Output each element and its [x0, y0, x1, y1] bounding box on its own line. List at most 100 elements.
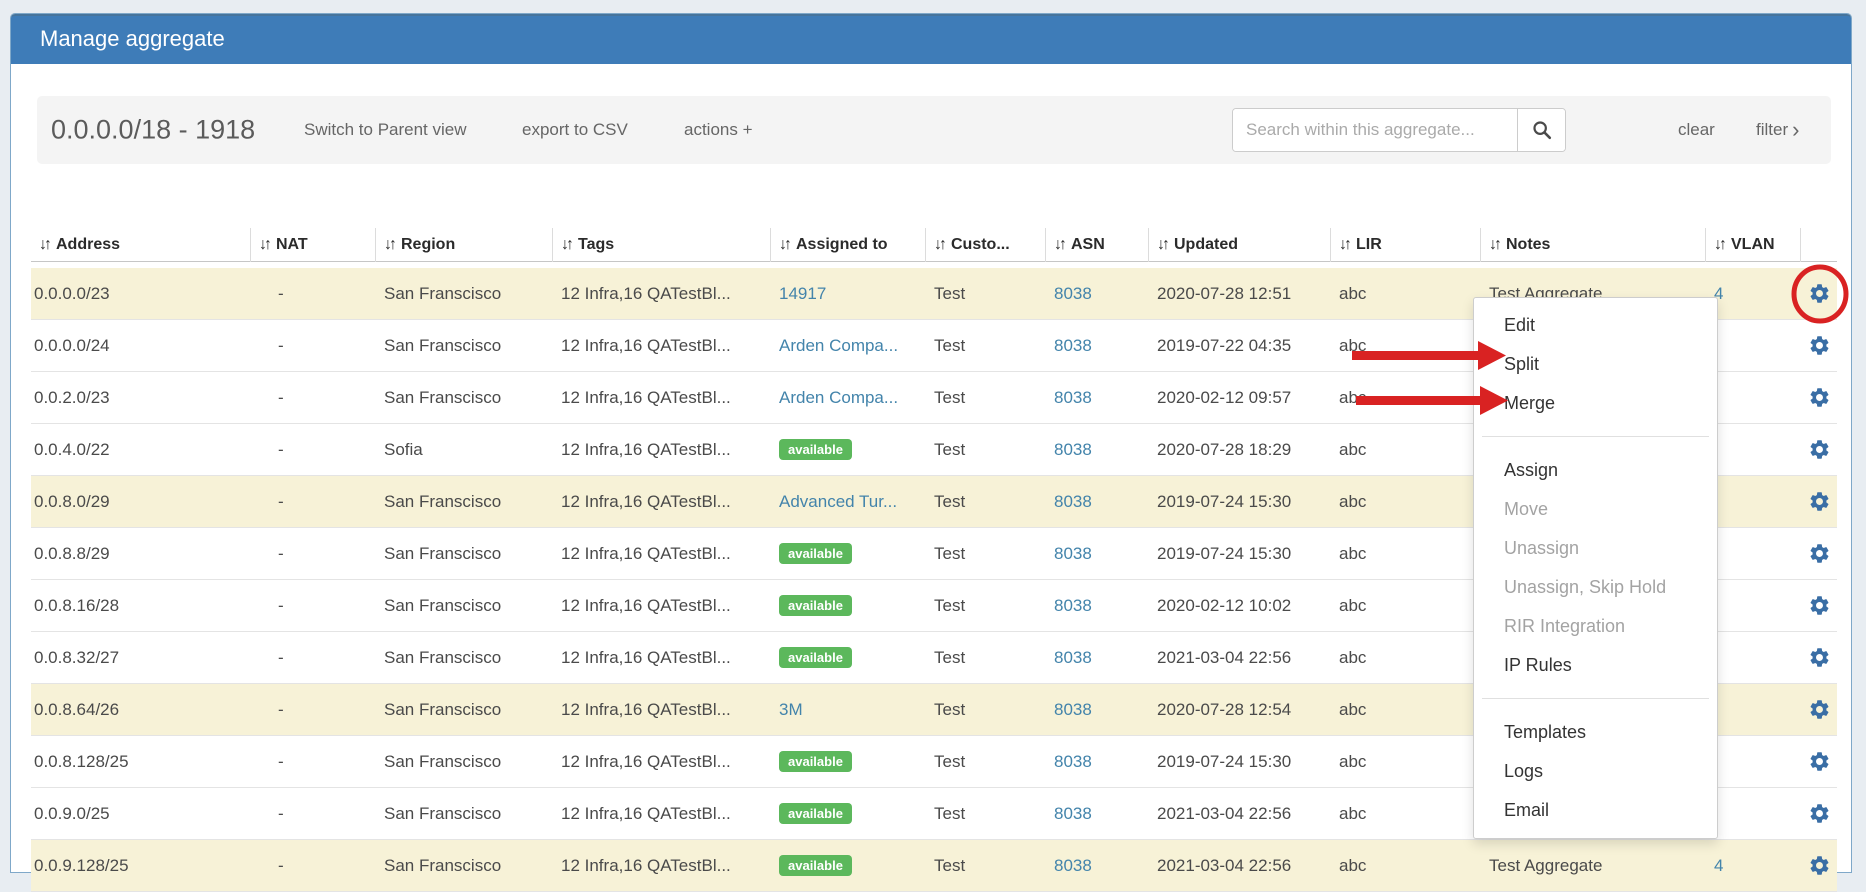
row-actions-gear-icon[interactable]	[1808, 438, 1831, 461]
row-actions-gear-icon[interactable]	[1808, 854, 1831, 877]
status-badge: available	[779, 439, 852, 460]
row-actions-gear-icon[interactable]	[1808, 802, 1831, 825]
toolbar-link-export-to-csv[interactable]: export to CSV	[522, 120, 628, 139]
sort-icon: ↓↑	[779, 236, 792, 253]
row-actions-button[interactable]	[1801, 490, 1837, 513]
vlan-link[interactable]: 4	[1714, 855, 1724, 875]
search-input[interactable]	[1233, 109, 1517, 151]
menu-item-templates[interactable]: Templates	[1504, 722, 1587, 742]
cell-address: 0.0.4.0/22	[34, 439, 110, 459]
toolbar-link-switch-to-parent-view[interactable]: Switch to Parent view	[304, 120, 467, 139]
table-row: 0.0.9.0/25 - San Franscisco 12 Infra,16 QAT…	[31, 788, 1837, 840]
row-actions-gear-icon[interactable]	[1808, 750, 1831, 773]
col-header-lir[interactable]: ↓↑ LIR	[1331, 228, 1481, 262]
menu-item-edit[interactable]: Edit	[1504, 315, 1536, 335]
asn-link[interactable]: 8038	[1054, 283, 1092, 303]
asn-link[interactable]: 8038	[1054, 751, 1092, 771]
asn-link[interactable]: 8038	[1054, 855, 1092, 875]
search-icon	[1532, 121, 1551, 140]
row-actions-button[interactable]	[1801, 386, 1837, 409]
row-actions-button[interactable]	[1801, 750, 1837, 773]
menu-item-ip-rules[interactable]: IP Rules	[1504, 655, 1572, 675]
status-badge: available	[779, 751, 852, 772]
cell-lir: abc	[1339, 335, 1367, 355]
row-actions-gear-icon[interactable]	[1808, 542, 1831, 565]
menu-item-split[interactable]: Split	[1504, 354, 1540, 374]
cell-notes: Test Aggregate	[1489, 855, 1603, 875]
asn-link[interactable]: 8038	[1054, 595, 1092, 615]
cell-updated: 2020-02-12 10:02	[1157, 595, 1292, 615]
table-row: 0.0.9.128/25 - San Franscisco 12 Infra,16 Q…	[31, 840, 1837, 892]
filter-button[interactable]: filter ›	[1756, 117, 1799, 143]
asn-link[interactable]: 8038	[1054, 699, 1092, 719]
asn-link[interactable]: 8038	[1054, 335, 1092, 355]
cell-customer: Test	[934, 335, 966, 355]
cell-asn: 8038	[1046, 388, 1149, 408]
sort-icon: ↓↑	[1714, 236, 1727, 253]
search-button[interactable]	[1517, 109, 1565, 151]
status-badge: available	[779, 855, 852, 876]
table-row: 0.0.0.0/24 - San Franscisco 12 Infra,16 QAT…	[31, 320, 1837, 372]
menu-item-email[interactable]: Email	[1504, 800, 1550, 820]
row-actions-button[interactable]	[1801, 802, 1837, 825]
assigned-link[interactable]: Advanced Tur...	[779, 491, 898, 511]
row-actions-button[interactable]	[1801, 438, 1837, 461]
col-header-updated[interactable]: ↓↑ Updated	[1149, 228, 1331, 262]
cell-vlan: 4	[1706, 856, 1801, 876]
col-header-custo[interactable]: ↓↑ Custo...	[926, 228, 1046, 262]
col-header-region[interactable]: ↓↑ Region	[376, 228, 553, 262]
row-actions-button[interactable]	[1801, 334, 1837, 357]
search-group	[1232, 108, 1566, 152]
col-header-tags[interactable]: ↓↑ Tags	[553, 228, 771, 262]
row-actions-button[interactable]	[1801, 698, 1837, 721]
asn-link[interactable]: 8038	[1054, 803, 1092, 823]
row-actions-button[interactable]	[1801, 854, 1837, 877]
asn-link[interactable]: 8038	[1054, 543, 1092, 563]
col-header-vlan[interactable]: ↓↑ VLAN	[1706, 228, 1801, 262]
cell-asn: 8038	[1046, 596, 1149, 616]
menu-item-merge[interactable]: Merge	[1504, 393, 1556, 413]
menu-item-logs[interactable]: Logs	[1504, 761, 1544, 781]
asn-link[interactable]: 8038	[1054, 491, 1092, 511]
col-header-nat[interactable]: ↓↑ NAT	[251, 228, 376, 262]
cell-nat: -	[278, 803, 284, 823]
col-header-asn[interactable]: ↓↑ ASN	[1046, 228, 1149, 262]
cell-assigned-to: available	[771, 855, 926, 876]
cell-nat: -	[278, 751, 284, 771]
asn-link[interactable]: 8038	[1054, 647, 1092, 667]
asn-link[interactable]: 8038	[1054, 439, 1092, 459]
aggregate-label: 0.0.0.0/18 - 1918	[51, 114, 256, 145]
row-actions-gear-icon[interactable]	[1808, 282, 1831, 305]
cell-customer: Test	[934, 803, 966, 823]
row-actions-gear-icon[interactable]	[1808, 698, 1831, 721]
asn-link[interactable]: 8038	[1054, 387, 1092, 407]
assigned-link[interactable]: 3M	[779, 699, 803, 719]
col-header-actions	[1801, 228, 1837, 262]
row-actions-gear-icon[interactable]	[1808, 334, 1831, 357]
cell-nat: -	[278, 439, 284, 459]
filter-label: filter	[1756, 120, 1789, 139]
clear-button[interactable]: clear	[1678, 120, 1715, 139]
cell-assigned-to: Arden Compa...	[771, 336, 926, 356]
col-header-address[interactable]: ↓↑ Address	[31, 228, 251, 262]
row-actions-gear-icon[interactable]	[1808, 386, 1831, 409]
col-header-notes[interactable]: ↓↑ Notes	[1481, 228, 1706, 262]
row-actions-gear-icon[interactable]	[1808, 490, 1831, 513]
assigned-link[interactable]: 14917	[779, 283, 827, 303]
row-actions-gear-icon[interactable]	[1808, 646, 1831, 669]
toolbar-link-actions[interactable]: actions +	[684, 120, 753, 139]
assigned-link[interactable]: Arden Compa...	[779, 387, 899, 407]
vlan-link[interactable]: 4	[1714, 283, 1724, 303]
cell-tags: 12 Infra,16 QATestBl...	[561, 595, 731, 615]
row-actions-button[interactable]	[1801, 282, 1837, 305]
page: Manage aggregate 0.0.0.0/18 - 1918 Switc…	[10, 13, 1852, 892]
assigned-link[interactable]: Arden Compa...	[779, 335, 899, 355]
row-actions-button[interactable]	[1801, 594, 1837, 617]
table-header-row: ↓↑ Address ↓↑ NAT ↓↑ Region ↓↑ Tags ↓↑ Assigned t…	[31, 228, 1837, 262]
row-actions-button[interactable]	[1801, 646, 1837, 669]
menu-item-assign[interactable]: Assign	[1504, 460, 1559, 480]
row-actions-gear-icon[interactable]	[1808, 594, 1831, 617]
cell-asn: 8038	[1046, 648, 1149, 668]
col-header-assigned-to[interactable]: ↓↑ Assigned to	[771, 228, 926, 262]
row-actions-button[interactable]	[1801, 542, 1837, 565]
